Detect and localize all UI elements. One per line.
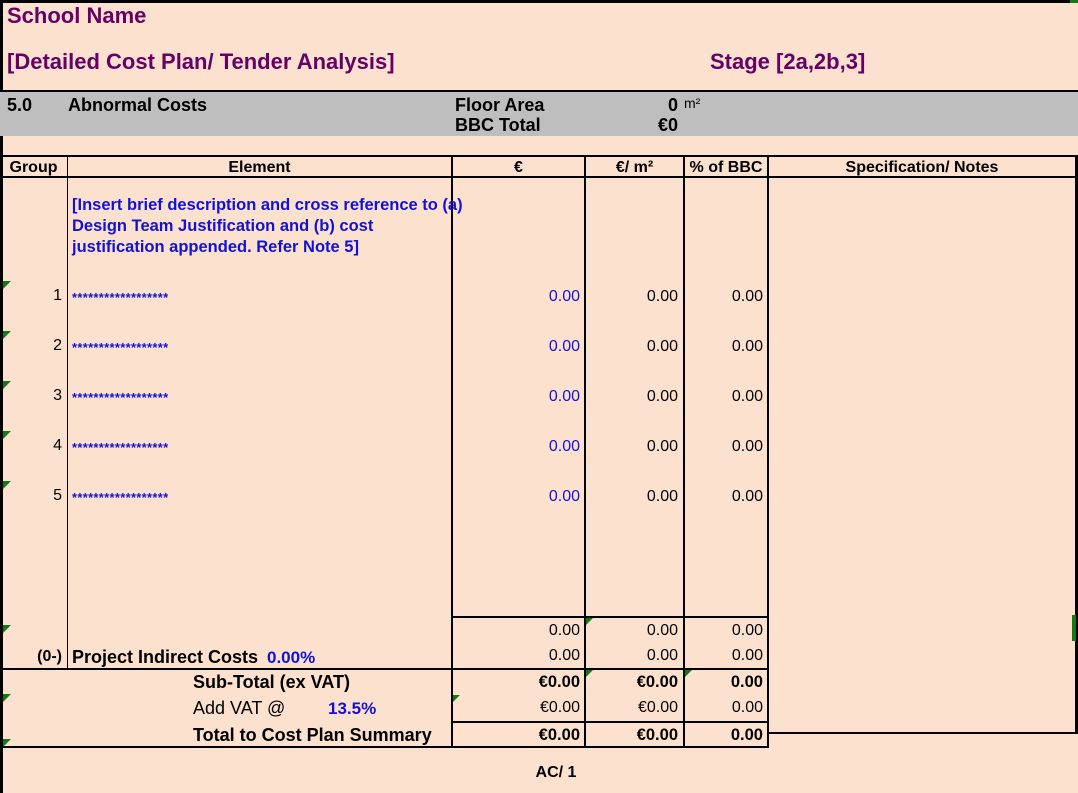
table-header-bottom-border [0,176,1077,178]
pct-bbc-cell[interactable]: 0.00 [731,699,763,716]
eur-cell[interactable]: 0.00 [548,388,580,405]
eur-m2-cell[interactable]: 0.00 [646,647,678,664]
pct-bbc-cell[interactable]: 0.00 [731,647,763,664]
page-title: School Name [7,3,147,28]
eur-cell[interactable]: €0.00 [539,699,580,716]
eur-cell[interactable]: €0.00 [538,673,580,691]
vat-label: Add VAT @ [193,698,286,718]
eur-cell[interactable]: 0.00 [548,338,580,355]
floor-area-value[interactable]: 0 [667,95,678,115]
indirect-costs-label: Project Indirect Costs [72,647,259,667]
table-header-top-border [0,155,1077,157]
pct-bbc-cell[interactable]: 0.00 [731,338,763,355]
eur-m2-cell[interactable]: 0.00 [646,438,678,455]
row-indicator-icon [3,431,11,439]
eur-m2-cell[interactable]: 0.00 [646,388,678,405]
bbc-total-value[interactable]: €0 [657,115,678,135]
total-row-top-border [452,721,768,723]
eur-m2-cell[interactable]: €0.00 [636,673,678,691]
cell-indicator-icon [586,618,593,625]
cell-indicator-icon [685,670,692,677]
corner-green-marker [1070,0,1078,3]
element-cell[interactable]: ****************** [72,490,169,505]
pct-bbc-cell[interactable]: 0.00 [731,288,763,305]
row-number: 4 [53,437,62,454]
element-cell[interactable]: ****************** [72,340,169,355]
pct-bbc-cell[interactable]: 0.00 [731,438,763,455]
row-number: 2 [53,337,62,354]
row-indicator-icon [3,739,11,747]
pct-bbc-cell[interactable]: 0.00 [730,673,763,691]
col-header-element: Element [228,159,291,176]
col-header-spec-notes: Specification/ Notes [845,159,999,176]
totals-box-top-border [452,616,768,618]
pct-bbc-cell[interactable]: 0.00 [731,388,763,405]
col-divider-element [451,155,453,748]
floor-area-unit: m² [684,95,701,111]
element-cell[interactable]: ****************** [72,390,169,405]
section-title: Abnormal Costs [68,95,208,115]
row-indicator-icon [3,281,11,289]
band-top-border [0,90,1078,92]
pct-bbc-cell[interactable]: 0.00 [731,622,763,639]
row-number: 3 [53,387,62,404]
sheet-left-border [0,0,3,793]
row-indicator-icon [3,381,11,389]
element-cell[interactable]: ****************** [72,440,169,455]
element-cell[interactable]: ****************** [72,290,169,305]
row-indicator-icon [3,481,11,489]
bbc-total-label: BBC Total [455,115,541,135]
col-divider-eur [584,155,586,748]
subtotal-top-border [0,668,768,670]
row-indicator-icon [3,625,11,633]
col-header-pct-bbc: % of BBC [689,159,763,176]
row-indicator-icon [3,331,11,339]
col-divider-pct [767,155,769,748]
subtotal-label: Sub-Total (ex VAT) [193,672,350,692]
pct-bbc-cell[interactable]: 0.00 [731,488,763,505]
cell-indicator-icon [453,695,460,702]
eur-m2-cell[interactable]: 0.00 [646,338,678,355]
sheet-top-border [0,0,1078,3]
eur-cell[interactable]: 0.00 [548,488,580,505]
eur-cell[interactable]: 0.00 [548,288,580,305]
eur-m2-cell[interactable]: €0.00 [636,726,678,744]
total-label: Total to Cost Plan Summary [193,725,432,745]
eur-cell[interactable]: 0.00 [548,622,580,639]
eur-cell[interactable]: 0.00 [548,438,580,455]
page-reference: AC/ 1 [535,764,577,781]
row-number: 5 [53,487,62,504]
row-number: 1 [53,287,62,304]
group-cell: (0-) [37,648,62,665]
edge-green-marker [1072,615,1076,641]
cell-indicator-icon [586,670,593,677]
totals-bottom-border [0,746,768,748]
eur-m2-cell[interactable]: 0.00 [646,622,678,639]
section-band [0,92,1078,136]
stage-label: Stage [2a,2b,3] [710,49,866,74]
eur-m2-cell[interactable]: €0.00 [637,699,678,716]
spec-column-bottom-border [767,732,1077,734]
col-divider-eur-m2 [683,155,685,748]
col-header-eur-m2: €/ m² [615,159,654,176]
floor-area-label: Floor Area [455,95,545,115]
section-number: 5.0 [7,95,33,115]
pct-bbc-cell[interactable]: 0.00 [730,726,763,744]
eur-m2-cell[interactable]: 0.00 [646,288,678,305]
eur-cell[interactable]: 0.00 [548,647,580,664]
row-indicator-icon [3,694,11,702]
col-header-group: Group [9,159,58,176]
element-instruction-note[interactable]: [Insert brief description and cross refe… [72,196,463,256]
plan-title: [Detailed Cost Plan/ Tender Analysis] [7,49,395,74]
eur-m2-cell[interactable]: 0.00 [646,488,678,505]
col-divider-group [66,155,68,669]
eur-cell[interactable]: €0.00 [538,726,580,744]
indirect-rate-cell[interactable]: 0.00% [267,648,316,667]
sheet-right-border [1075,155,1078,734]
vat-rate-cell[interactable]: 13.5% [328,699,377,718]
col-header-eur: € [514,159,523,176]
